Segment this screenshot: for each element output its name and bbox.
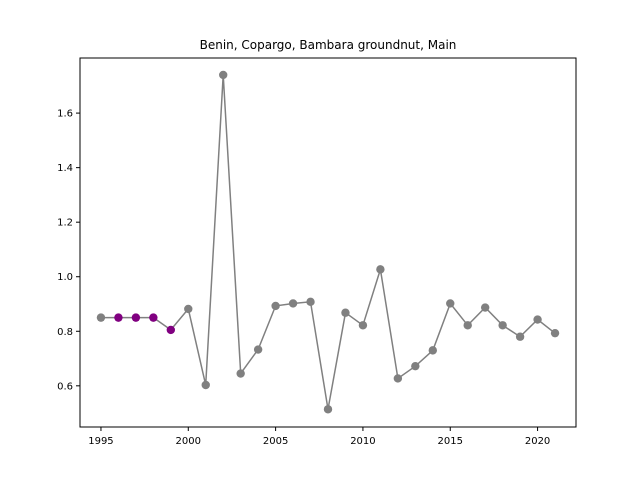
- data-point: [376, 265, 385, 274]
- data-point: [428, 346, 437, 355]
- x-tick-label: 1995: [88, 436, 113, 447]
- series-line: [101, 74, 556, 410]
- data-point: [306, 297, 315, 307]
- data-point: [253, 345, 263, 354]
- y-tick-label: 0.6: [57, 381, 73, 392]
- highlighted-data-point: [166, 325, 176, 335]
- data-point: [446, 299, 455, 308]
- x-tick-label: 2005: [263, 436, 288, 447]
- x-tick-label: 2015: [438, 436, 463, 447]
- data-point: [393, 374, 403, 383]
- data-point: [219, 70, 228, 80]
- axis-layer: 1995 2000 2005 2010 2015 2020 0.6 0.8 1.0 1.2 1.4 1…: [57, 109, 550, 447]
- data-point: [463, 321, 472, 330]
- series-layer: [96, 70, 560, 414]
- chart-title: Benin, Copargo, Bambara groundnut, Main: [200, 38, 457, 52]
- data-point: [236, 369, 245, 378]
- data-point: [515, 332, 525, 341]
- data-point: [201, 380, 210, 390]
- y-tick-label: 1.4: [57, 163, 73, 174]
- data-point: [533, 315, 542, 324]
- data-point: [358, 321, 368, 330]
- x-tick-label: 2010: [350, 436, 375, 447]
- x-tick-label: 2020: [525, 436, 550, 447]
- data-point: [480, 303, 490, 312]
- data-point: [96, 313, 106, 322]
- highlighted-data-point: [149, 313, 158, 322]
- data-point: [271, 301, 280, 311]
- y-tick-label: 1.6: [57, 109, 73, 120]
- data-point: [341, 308, 350, 317]
- highlighted-data-point: [131, 313, 141, 322]
- y-tick-label: 0.8: [57, 327, 73, 338]
- highlighted-data-point: [114, 313, 123, 322]
- x-tick-label: 2000: [176, 436, 201, 447]
- plot-frame: [79, 57, 577, 428]
- data-point: [411, 361, 420, 371]
- data-point: [323, 405, 333, 414]
- data-point: [288, 299, 298, 308]
- data-point: [184, 304, 193, 314]
- y-tick-label: 1.0: [57, 272, 73, 283]
- y-tick-label: 1.2: [57, 218, 73, 229]
- data-point: [550, 328, 560, 338]
- data-point: [498, 321, 507, 330]
